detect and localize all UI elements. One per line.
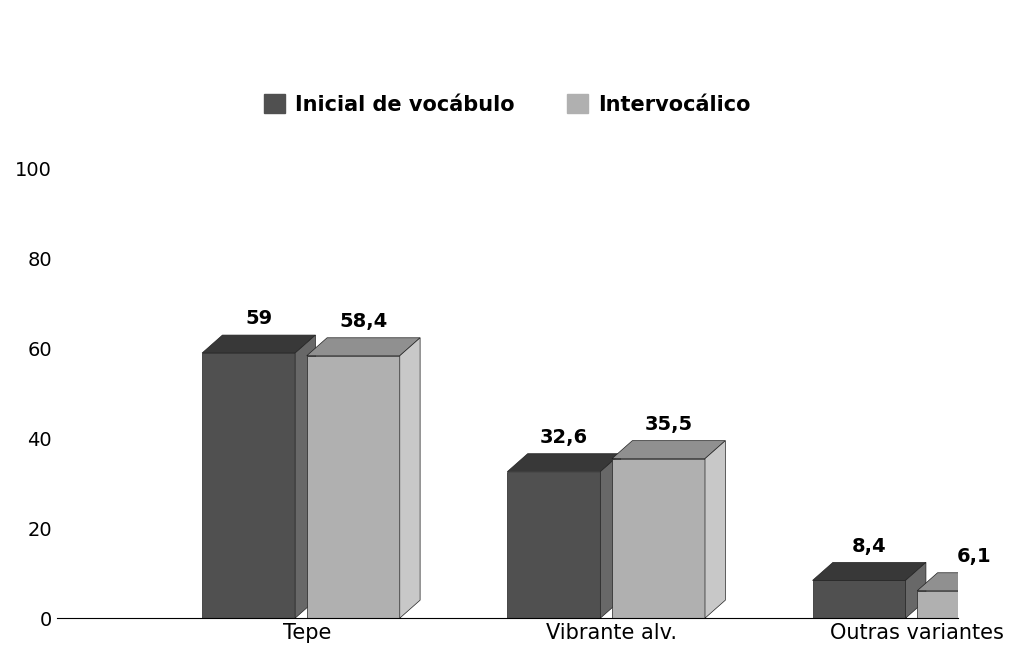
Polygon shape	[399, 338, 420, 618]
Polygon shape	[813, 563, 926, 580]
Polygon shape	[307, 338, 420, 356]
Polygon shape	[295, 335, 315, 618]
Polygon shape	[600, 454, 621, 618]
Polygon shape	[202, 335, 315, 353]
Text: 35,5: 35,5	[644, 415, 692, 434]
Polygon shape	[705, 441, 725, 618]
Text: 59: 59	[245, 309, 272, 328]
Polygon shape	[813, 580, 905, 618]
Text: 32,6: 32,6	[540, 428, 588, 447]
Polygon shape	[612, 441, 725, 459]
Polygon shape	[918, 572, 1024, 591]
Polygon shape	[307, 356, 399, 618]
Polygon shape	[202, 353, 295, 618]
Polygon shape	[918, 591, 1011, 618]
Polygon shape	[507, 454, 621, 472]
Polygon shape	[1011, 572, 1024, 618]
Text: 6,1: 6,1	[956, 547, 991, 566]
Legend: Inicial de vocábulo, Intervocálico: Inicial de vocábulo, Intervocálico	[256, 86, 759, 123]
Polygon shape	[905, 563, 926, 618]
Text: 8,4: 8,4	[852, 537, 887, 556]
Polygon shape	[507, 472, 600, 618]
Polygon shape	[612, 459, 705, 618]
Text: 58,4: 58,4	[339, 312, 387, 331]
